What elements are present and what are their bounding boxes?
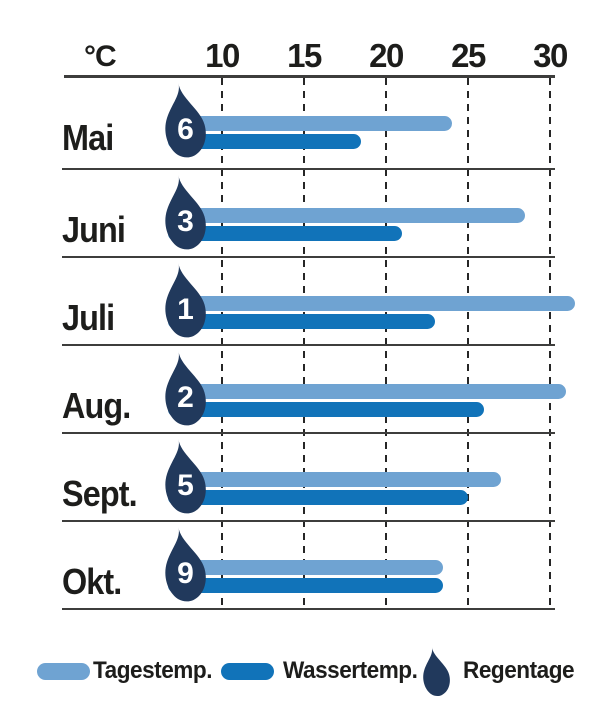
axis-tick-label: 25 [451,37,486,74]
rain-drop-icon: 2 [162,350,209,428]
month-label: Juni [62,209,126,250]
water-temp-bar [168,578,444,593]
water-temp-bar [168,490,468,505]
water-temp-bar [168,134,362,149]
rain-drop-icon: 1 [162,262,209,340]
axis-unit-label: °C [84,40,117,73]
axis-tick-label: 10 [205,37,240,74]
month-label: Okt. [62,561,122,602]
legend-rain-drop-icon [421,642,452,702]
legend: Tagestemp. Wassertemp. Regentage [0,633,607,708]
rain-days-value: 5 [177,469,194,502]
legend-swatch-day-temp [37,663,90,680]
month-label: Juli [62,297,115,338]
month-row: Okt. 9 [62,522,555,610]
month-row: Sept. 5 [62,434,555,522]
rain-days-value: 2 [177,381,194,414]
axis-tick-label: 15 [287,37,322,74]
rain-drop-icon: 3 [162,174,209,252]
day-temp-bar [168,296,575,311]
legend-label-day-temp: Tagestemp. [93,657,212,684]
legend-swatch-water-temp [221,663,274,680]
month-row: Juni 3 [62,170,555,258]
month-label: Sept. [62,473,138,514]
rain-days-value: 6 [177,113,194,146]
legend-label-rain-days: Regentage [463,657,575,684]
month-row: Juli 1 [62,258,575,346]
rain-days-value: 9 [177,557,194,590]
rain-drop-icon: 6 [162,82,209,160]
water-temp-bar [168,402,485,417]
water-temp-bar [168,314,436,329]
day-temp-bar [168,472,501,487]
month-label: Aug. [62,385,131,426]
month-row: Mai 6 [62,78,555,170]
month-label: Mai [62,117,114,158]
rain-days-value: 1 [177,293,194,326]
rain-drop-icon: 5 [162,438,209,516]
axis-tick-label: 30 [533,37,568,74]
month-row: Aug. 2 [62,346,567,434]
day-temp-bar [168,116,452,131]
legend-label-water-temp: Wassertemp. [283,657,418,684]
day-temp-bar [168,560,444,575]
water-temp-bar [168,226,403,241]
day-temp-bar [168,384,567,399]
axis-line [64,75,555,78]
day-temp-bar [168,208,526,223]
rain-days-value: 3 [177,205,194,238]
rain-drop-icon: 9 [162,526,209,604]
axis-tick-label: 20 [369,37,404,74]
